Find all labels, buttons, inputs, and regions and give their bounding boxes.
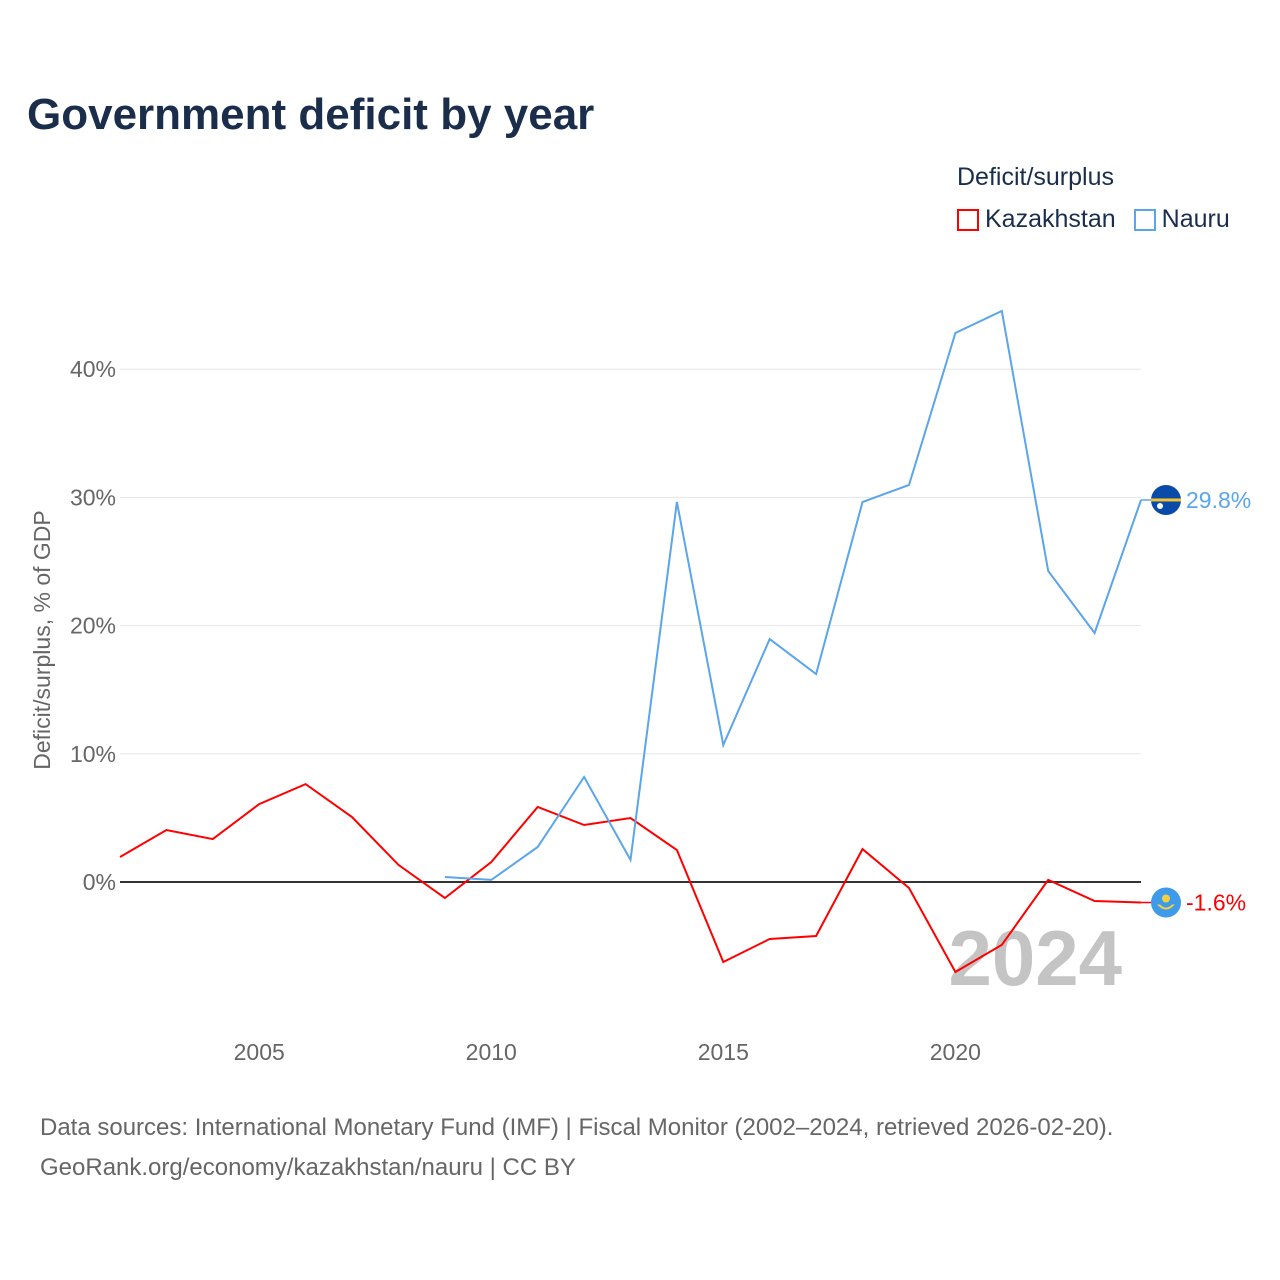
legend-label: Kazakhstan — [985, 205, 1116, 233]
flag-nauru-icon — [1151, 484, 1181, 515]
end-value-label: -1.6% — [1186, 890, 1246, 916]
y-tick-label: 40% — [70, 356, 116, 382]
y-axis-label: Deficit/surplus, % of GDP — [29, 510, 55, 769]
legend-item-nauru[interactable]: Nauru — [1133, 205, 1230, 234]
source-line-1: Data sources: International Monetary Fun… — [40, 1114, 1114, 1141]
legend: Kazakhstan Nauru — [957, 205, 1230, 234]
legend-swatch-nauru — [1133, 208, 1156, 231]
y-tick-label: 10% — [70, 741, 116, 767]
series-line-kazakhstan — [119, 782, 1142, 974]
x-tick-label: 2010 — [466, 1039, 517, 1065]
y-tick-label: 20% — [70, 613, 116, 639]
year-watermark: 2024 — [948, 914, 1122, 1002]
chart-title: Government deficit by year — [27, 90, 595, 139]
series-line-nauru — [444, 309, 1142, 881]
y-tick-label: 30% — [70, 484, 116, 510]
legend-item-kazakhstan[interactable]: Kazakhstan — [957, 205, 1116, 234]
x-tick-label: 2015 — [698, 1039, 749, 1065]
x-tick-label: 2005 — [234, 1039, 285, 1065]
x-tick-label: 2020 — [930, 1039, 981, 1065]
source-note: Data sources: International Monetary Fun… — [40, 1108, 1113, 1188]
end-value-label: 29.8% — [1186, 487, 1251, 513]
y-tick-label: 0% — [83, 869, 116, 895]
legend-label: Nauru — [1161, 205, 1230, 233]
legend-title: Deficit/surplus — [957, 163, 1114, 191]
legend-swatch-kazakhstan — [957, 208, 979, 231]
flag-kazakhstan-icon — [1151, 887, 1181, 918]
source-line-2: GeoRank.org/economy/kazakhstan/nauru | C… — [40, 1154, 576, 1181]
